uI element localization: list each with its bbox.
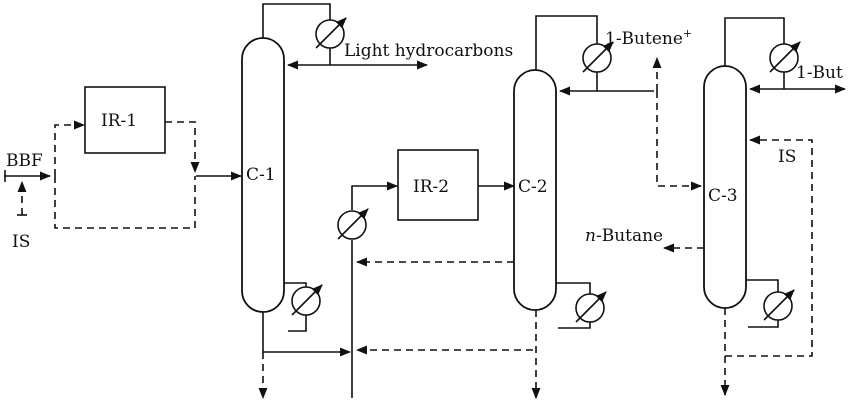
ir1-bypass-loop	[54, 120, 200, 229]
butane-prefix: n	[585, 226, 596, 246]
butene-top-text: 1-Butene	[605, 29, 683, 49]
c1-reboiler	[284, 282, 323, 332]
column-c2	[513, 69, 557, 311]
c1-overhead-condenser	[262, 3, 429, 70]
c2-distillate-to-c3	[652, 56, 703, 191]
ir2-label: IR-2	[413, 177, 449, 197]
butane-label: n-Butane	[585, 226, 663, 246]
ir2-reactor	[397, 149, 479, 221]
c2-overhead-condenser	[535, 15, 654, 96]
c3-is-recycle-line	[725, 135, 813, 357]
butene-top-label: 1-Butene+	[605, 27, 692, 49]
butene-top-superscript: +	[683, 27, 692, 40]
c2-reboiler	[556, 282, 607, 329]
ir1-label: IR-1	[101, 111, 137, 131]
light-hydrocarbons-label: Light hydrocarbons	[344, 41, 513, 61]
c1-bottoms-line	[258, 312, 352, 400]
feed-label: BBF	[6, 151, 43, 171]
ir2-feed-line	[337, 181, 399, 398]
feed-line	[4, 170, 52, 182]
c2-recycle-line	[355, 257, 533, 355]
is-feed-label: IS	[12, 232, 30, 252]
c1-label: C-1	[246, 165, 276, 185]
ir1-reactor	[84, 86, 166, 154]
butane-text: -Butane	[596, 226, 663, 246]
c3-reboiler	[746, 279, 795, 328]
c3-overhead-condenser	[724, 17, 847, 94]
butene-right-label: 1-But	[796, 63, 843, 83]
c3-label: C-3	[708, 186, 738, 206]
c2-label: C-2	[518, 177, 548, 197]
is-recycle-label: IS	[778, 147, 796, 167]
is-feed-line	[17, 180, 27, 216]
